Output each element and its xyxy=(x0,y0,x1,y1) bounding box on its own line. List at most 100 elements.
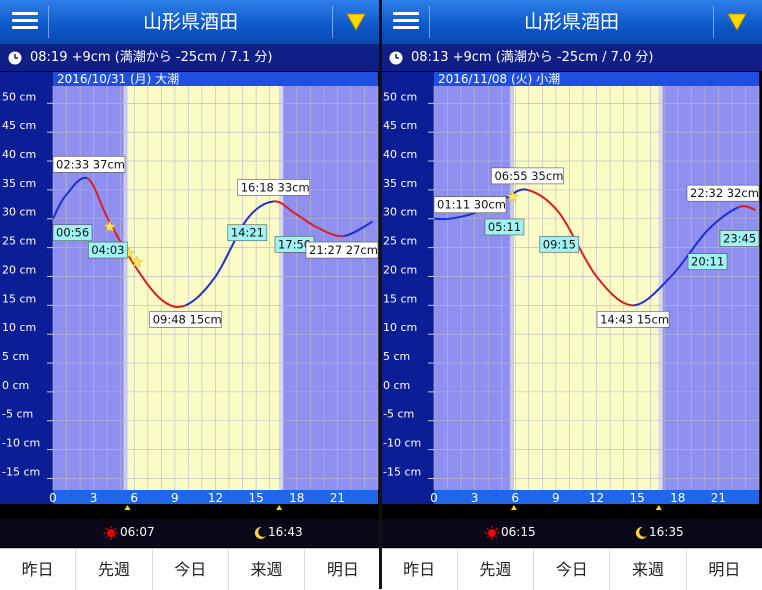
x-tick-label: 18 xyxy=(289,491,304,505)
app-header: 山形県酒田 xyxy=(0,0,381,45)
x-tick-label: 18 xyxy=(670,491,685,505)
moon-icon xyxy=(634,526,648,540)
sunrise-time: 06:15 xyxy=(501,525,536,539)
y-tick-label: 50 cm xyxy=(2,90,36,103)
y-tick-label: 0 cm xyxy=(383,379,410,392)
tide-label-text: 09:15 xyxy=(543,237,576,251)
dawn-band xyxy=(510,86,514,490)
tide-label-text: 14:21 xyxy=(231,226,264,240)
dawn-band xyxy=(123,86,127,490)
tide-label-text: 21:27 27cm xyxy=(309,243,378,257)
current-tide-bar: 08:13 +9cm (満潮から -25cm / 7.0 分) xyxy=(381,45,762,71)
tide-label: 16:18 33cm xyxy=(238,179,310,195)
y-tick-label: -10 cm xyxy=(2,437,40,450)
y-tick-label: -10 cm xyxy=(383,437,421,450)
x-tick-label: 0 xyxy=(49,491,57,505)
y-tick-label: -15 cm xyxy=(383,465,421,478)
sun-marker xyxy=(656,505,662,510)
nav-next-day[interactable]: 明日 xyxy=(687,549,762,590)
x-tick-label: 12 xyxy=(589,491,604,505)
tide-label-text: 14:43 15cm xyxy=(600,312,669,326)
date-label: 2016/11/08 (火) 小潮 xyxy=(438,72,560,86)
nav-today[interactable]: 今日 xyxy=(534,549,610,590)
x-tick-label: 6 xyxy=(130,491,138,505)
app-header: 山形県酒田 xyxy=(381,0,762,45)
tide-label: 06:55 35cm xyxy=(491,168,563,184)
nav-prev-week[interactable]: 先週 xyxy=(458,549,534,590)
y-tick-label: 45 cm xyxy=(383,119,417,132)
y-tick-label: 35 cm xyxy=(2,177,36,190)
tide-label-text: 05:11 xyxy=(488,220,521,234)
tide-label-text: 22:32 32cm xyxy=(690,186,759,200)
tide-label: 09:48 15cm xyxy=(150,311,222,327)
tide-label: 20:11 xyxy=(688,254,727,270)
tide-label: 22:32 32cm xyxy=(687,185,759,201)
current-tide-text: 08:13 +9cm (満潮から -25cm / 7.0 分) xyxy=(411,45,653,71)
y-tick-label: 45 cm xyxy=(2,119,36,132)
nav-next-day[interactable]: 明日 xyxy=(305,549,381,590)
tide-label: 02:33 37cm xyxy=(53,156,125,172)
y-tick-label: 50 cm xyxy=(383,90,417,103)
x-tick-label: 15 xyxy=(629,491,644,505)
nav-prev-day[interactable]: 昨日 xyxy=(0,549,76,590)
tide-label-text: 20:11 xyxy=(691,255,724,269)
sun-marker xyxy=(276,505,282,510)
y-tick-label: 20 cm xyxy=(383,263,417,276)
nav-today[interactable]: 今日 xyxy=(153,549,229,590)
tide-label: 01:11 30cm xyxy=(434,197,506,213)
y-tick-label: 15 cm xyxy=(383,292,417,305)
x-tick-label: 3 xyxy=(471,491,479,505)
tide-label-text: 01:11 30cm xyxy=(437,198,506,212)
x-tick-label: 9 xyxy=(171,491,179,505)
menu-button[interactable] xyxy=(389,8,423,36)
x-tick-label: 21 xyxy=(330,491,345,505)
current-tide-text: 08:19 +9cm (満潮から -25cm / 7.1 分) xyxy=(30,45,272,71)
menu-button[interactable] xyxy=(8,8,42,36)
x-tick-label: 3 xyxy=(90,491,98,505)
y-tick-label: 5 cm xyxy=(2,350,29,363)
nav-next-week[interactable]: 来週 xyxy=(610,549,686,590)
y-tick-label: 15 cm xyxy=(2,292,36,305)
right-panel: 山形県酒田 08:13 +9cm (満潮から -25cm / 7.0 分) 20… xyxy=(381,0,762,589)
dropdown-triangle-icon[interactable] xyxy=(339,8,373,36)
nav-prev-week[interactable]: 先週 xyxy=(76,549,152,590)
tide-label: 23:45 xyxy=(720,231,759,247)
menu-icon xyxy=(393,12,419,15)
y-tick-label: 5 cm xyxy=(383,350,410,363)
x-tick-label: 21 xyxy=(711,491,726,505)
nav-prev-day[interactable]: 昨日 xyxy=(381,549,457,590)
sun-moon-strip: 06:15 16:35 xyxy=(381,519,762,547)
y-tick-label: 25 cm xyxy=(383,235,417,248)
moon-icon xyxy=(253,526,267,540)
date-label: 2016/10/31 (月) 大潮 xyxy=(57,72,179,86)
tide-label: 14:43 15cm xyxy=(597,311,669,327)
tide-label-text: 04:03 xyxy=(91,243,124,257)
moonrise-time: 16:43 xyxy=(268,525,303,539)
location-title: 山形県酒田 xyxy=(431,0,712,44)
y-tick-label: 10 cm xyxy=(383,321,417,334)
location-title: 山形県酒田 xyxy=(50,0,331,44)
y-tick-label: -15 cm xyxy=(2,465,40,478)
tide-label-text: 09:48 15cm xyxy=(153,312,222,326)
x-tick-label: 0 xyxy=(430,491,438,505)
x-tick-label: 6 xyxy=(511,491,519,505)
x-tick-label: 15 xyxy=(248,491,263,505)
tide-label: 05:11 xyxy=(485,219,524,235)
tide-label: 09:15 xyxy=(540,236,579,252)
menu-icon xyxy=(12,12,38,15)
tide-label-text: 23:45 xyxy=(723,232,756,246)
moonrise-time: 16:35 xyxy=(649,525,684,539)
sun-marker xyxy=(124,505,130,510)
tide-label-text: 16:18 33cm xyxy=(241,180,310,194)
y-tick-label: 35 cm xyxy=(383,177,417,190)
sun-marker xyxy=(511,505,517,510)
tide-label-text: 02:33 37cm xyxy=(56,157,125,171)
y-tick-label: 10 cm xyxy=(2,321,36,334)
tide-label: 21:27 27cm xyxy=(306,242,378,258)
y-tick-label: 30 cm xyxy=(383,206,417,219)
dropdown-triangle-icon[interactable] xyxy=(720,8,754,36)
nav-next-week[interactable]: 来週 xyxy=(229,549,305,590)
left-panel: 山形県酒田 08:19 +9cm (満潮から -25cm / 7.1 分) 20… xyxy=(0,0,381,589)
